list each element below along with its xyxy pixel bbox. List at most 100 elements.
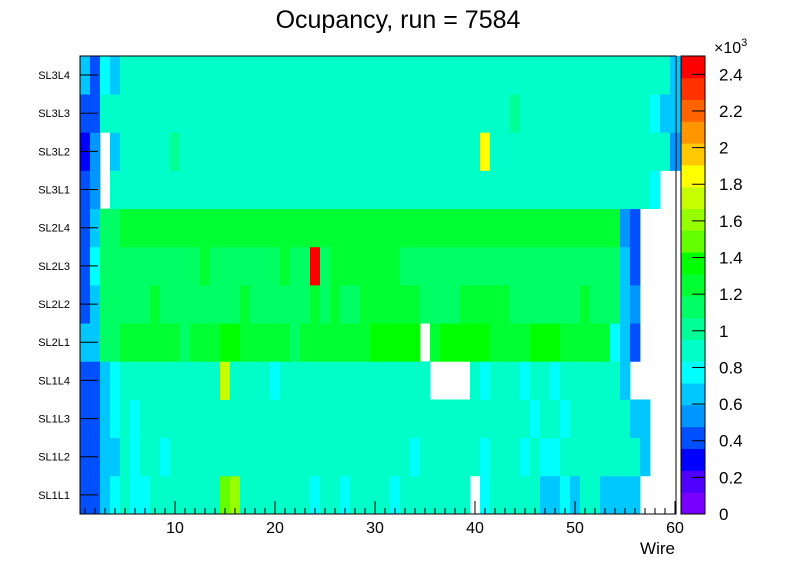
heatmap-cell xyxy=(340,208,351,248)
heatmap-cell xyxy=(250,323,261,362)
heatmap-cell xyxy=(480,55,491,95)
heatmap-cell xyxy=(480,208,491,248)
heatmap-cell xyxy=(310,399,321,439)
heatmap-cell xyxy=(320,170,331,210)
heatmap-cell xyxy=(600,246,611,286)
color-scale-segment xyxy=(681,470,705,493)
heatmap-cell xyxy=(230,437,241,477)
heatmap-cell xyxy=(230,170,241,210)
heatmap-cell xyxy=(540,437,551,477)
heatmap-cell xyxy=(310,55,321,95)
heatmap-cell xyxy=(540,284,551,324)
heatmap-cell xyxy=(240,246,251,286)
heatmap-cell xyxy=(590,399,601,439)
heatmap-cell xyxy=(470,246,481,286)
heatmap-cell xyxy=(280,399,291,439)
heatmap-cell xyxy=(380,208,391,248)
heatmap-cell xyxy=(210,323,221,362)
heatmap-cell xyxy=(460,475,471,515)
heatmap-cell xyxy=(460,284,471,324)
heatmap-cell xyxy=(470,170,481,210)
heatmap-cell xyxy=(540,170,551,210)
heatmap-cell xyxy=(460,208,471,248)
heatmap-cell xyxy=(280,361,291,400)
heatmap-cell xyxy=(250,475,261,515)
heatmap-cell xyxy=(200,55,211,95)
heatmap-cell xyxy=(190,475,201,515)
color-scale-segment xyxy=(681,186,705,210)
heatmap-cell xyxy=(480,246,491,286)
heatmap-cell xyxy=(550,437,561,477)
y-tick-label: SL3L3 xyxy=(38,108,70,120)
heatmap-cell xyxy=(330,361,341,400)
heatmap-cell xyxy=(310,475,321,515)
heatmap-cell xyxy=(220,284,231,324)
heatmap-cell xyxy=(640,55,651,95)
heatmap-cell xyxy=(330,170,341,210)
heatmap-cell xyxy=(560,170,571,210)
heatmap-cell xyxy=(130,246,141,286)
heatmap-cell xyxy=(320,246,331,286)
heatmap-cell xyxy=(300,94,311,133)
heatmap-cell xyxy=(620,361,631,400)
heatmap-cell xyxy=(360,208,371,248)
heatmap-cell xyxy=(180,361,191,400)
heatmap-cell xyxy=(410,361,421,400)
heatmap-cell xyxy=(150,55,161,95)
heatmap-cell xyxy=(340,132,351,171)
heatmap-cell xyxy=(560,475,571,515)
heatmap-cell xyxy=(150,208,161,248)
heatmap-cell xyxy=(130,55,141,95)
heatmap-cell xyxy=(200,284,211,324)
heatmap-cell xyxy=(400,284,411,324)
heatmap-cell xyxy=(610,284,621,324)
heatmap-cell xyxy=(600,399,611,439)
heatmap-cell xyxy=(520,246,531,286)
heatmap-cell xyxy=(160,399,171,439)
heatmap-cell xyxy=(120,361,131,400)
color-scale-segment xyxy=(681,317,705,340)
heatmap-cell xyxy=(340,323,351,362)
heatmap-cell xyxy=(130,475,141,515)
heatmap-cell xyxy=(630,246,641,286)
color-scale-segment xyxy=(681,143,705,166)
heatmap-cell xyxy=(310,437,321,477)
heatmap-cell xyxy=(230,361,241,400)
heatmap-cell xyxy=(220,475,231,515)
heatmap-cell xyxy=(220,208,231,248)
heatmap-cell xyxy=(340,170,351,210)
heatmap-cell xyxy=(470,437,481,477)
heatmap-cell xyxy=(190,399,201,439)
heatmap-cell xyxy=(550,170,561,210)
heatmap-cell xyxy=(590,94,601,133)
heatmap-cell xyxy=(490,323,501,362)
heatmap-cell xyxy=(190,246,201,286)
heatmap-cell xyxy=(210,399,221,439)
heatmap-cell xyxy=(560,284,571,324)
heatmap-cell xyxy=(320,437,331,477)
heatmap-cell xyxy=(100,437,111,477)
heatmap-cell xyxy=(500,246,511,286)
heatmap-cell xyxy=(350,132,361,171)
heatmap-cell xyxy=(510,208,521,248)
heatmap-cell xyxy=(590,208,601,248)
color-scale-tick-label: 1.2 xyxy=(719,285,743,304)
heatmap-cell xyxy=(430,94,441,133)
heatmap-cell xyxy=(500,132,511,171)
heatmap-cell xyxy=(280,323,291,362)
heatmap-cell xyxy=(430,323,441,362)
color-scale-segment xyxy=(681,56,705,79)
heatmap-cell xyxy=(500,208,511,248)
heatmap-cell xyxy=(310,284,321,324)
heatmap-cell xyxy=(350,437,361,477)
heatmap-cell xyxy=(460,170,471,210)
heatmap-cell xyxy=(380,399,391,439)
heatmap-cell xyxy=(500,399,511,439)
color-scale-segment xyxy=(681,492,705,515)
heatmap-cell xyxy=(340,94,351,133)
heatmap-cell xyxy=(490,208,501,248)
heatmap-cell xyxy=(240,55,251,95)
heatmap-cell xyxy=(550,284,561,324)
heatmap-cell xyxy=(150,94,161,133)
heatmap-cell xyxy=(410,94,421,133)
